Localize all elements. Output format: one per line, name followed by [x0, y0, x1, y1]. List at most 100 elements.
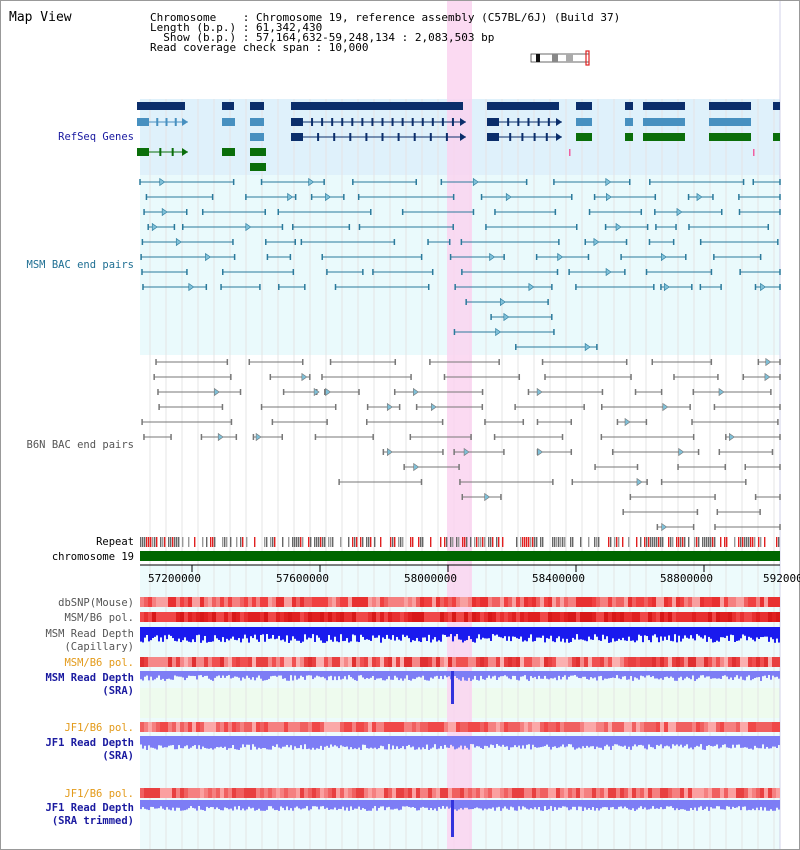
- track-label-b6n-bac[interactable]: B6N BAC end pairs: [26, 439, 134, 451]
- track-label-msm-depth-sra-sub: (SRA): [102, 685, 134, 697]
- msm-capillary-depth-bar: [292, 627, 294, 637]
- jf1-sra-depth-bar: [624, 736, 626, 746]
- msm-sra-depth-bar: [636, 671, 638, 679]
- dbsnp-strip: [720, 597, 724, 607]
- track-label-jf1-pol-1[interactable]: JF1/B6 pol.: [64, 722, 134, 734]
- jf1-sra-trimmed-depth-bar: [404, 800, 406, 807]
- repeat-mark: [492, 537, 494, 547]
- gene: [311, 118, 314, 126]
- msm-pol-strip: [492, 612, 496, 622]
- track-label-refseq[interactable]: RefSeq Genes: [58, 131, 134, 143]
- msm-pol-strip: [544, 612, 548, 622]
- msm-pol-strip: [340, 657, 344, 667]
- msm-capillary-depth-bar: [712, 627, 714, 643]
- dbsnp-strip: [328, 597, 332, 607]
- track-label-jf1-depth[interactable]: JF1 Read Depth: [45, 737, 134, 749]
- dbsnp-strip: [440, 597, 444, 607]
- jf1-pol-strip: [616, 722, 620, 732]
- jf1-pol-strip: [656, 722, 660, 732]
- msm-pol-strip: [312, 612, 316, 622]
- jf1-pol-strip: [604, 722, 608, 732]
- jf1-pol-strip: [344, 722, 348, 732]
- jf1-sra-depth-bar: [412, 736, 414, 747]
- msm-pol-strip: [544, 657, 548, 667]
- track-label-jf1-depth-trimmed[interactable]: JF1 Read Depth: [45, 802, 134, 814]
- jf1-sra-depth-bar: [536, 736, 538, 748]
- track-label-msm-depth-sra[interactable]: MSM Read Depth: [45, 672, 134, 684]
- track-label-jf1-depth-sub: (SRA): [102, 750, 134, 762]
- gene: [171, 148, 174, 156]
- jf1-sra-trimmed-depth-bar: [294, 800, 296, 808]
- gene: [773, 133, 780, 141]
- jf1-sra-trimmed-depth-bar: [244, 800, 246, 811]
- jf1-pol-strip: [696, 788, 700, 798]
- b6n-bac-end-pair: [537, 447, 544, 457]
- jf1-sra-depth-bar: [198, 736, 200, 746]
- msm-pol-strip: [292, 612, 296, 622]
- repeat-mark: [288, 537, 290, 547]
- msm-sra-depth-bar: [142, 671, 144, 681]
- track-label-dbsnp[interactable]: dbSNP(Mouse): [58, 597, 134, 609]
- jf1-sra-trimmed-depth-bar: [252, 800, 254, 808]
- b6n-bac-end-pair: [636, 477, 643, 487]
- msm-capillary-depth-bar: [698, 627, 700, 636]
- jf1-sra-trimmed-depth-bar: [288, 800, 290, 811]
- track-label-msm-pol-1[interactable]: MSM/B6 pol.: [64, 612, 134, 624]
- repeat-mark: [188, 537, 190, 547]
- track-label-jf1-pol-2[interactable]: JF1/B6 pol.: [64, 788, 134, 800]
- dbsnp-strip: [644, 597, 648, 607]
- jf1-sra-trimmed-depth-bar: [620, 800, 622, 807]
- gene: [159, 148, 162, 156]
- axis-tick-label: 59200000: [763, 572, 800, 585]
- jf1-pol-strip: [164, 788, 168, 798]
- jf1-sra-trimmed-depth-bar: [484, 800, 486, 809]
- jf1-sra-trimmed-depth-bar: [682, 800, 684, 810]
- jf1-pol-strip: [444, 788, 448, 798]
- track-label-msm-depth-capillary[interactable]: MSM Read Depth: [45, 628, 134, 640]
- jf1-sra-depth-bar: [264, 736, 266, 749]
- jf1-sra-trimmed-depth-bar: [614, 800, 616, 810]
- repeat-mark: [752, 537, 754, 547]
- msm-sra-depth-bar: [262, 671, 264, 681]
- repeat-mark: [680, 537, 682, 547]
- track-label-msm-bac[interactable]: MSM BAC end pairs: [26, 259, 134, 271]
- jf1-pol-strip: [540, 722, 544, 732]
- jf1-sra-depth-bar: [430, 736, 432, 749]
- msm-sra-depth-bar: [482, 671, 484, 680]
- gene: [147, 148, 149, 156]
- msm-pol-strip: [432, 657, 436, 667]
- jf1-sra-trimmed-depth-bar: [770, 800, 772, 810]
- jf1-sra-trimmed-depth-bar: [398, 800, 400, 811]
- track-label-repeat[interactable]: Repeat: [96, 536, 134, 548]
- jf1-pol-strip: [356, 788, 360, 798]
- jf1-sra-depth-bar: [358, 736, 360, 748]
- msm-sra-depth-bar: [600, 671, 602, 676]
- jf1-sra-trimmed-depth-bar: [610, 800, 612, 808]
- msm-pol-strip: [644, 657, 648, 667]
- msm-capillary-depth-bar: [754, 627, 756, 642]
- jf1-pol-strip: [436, 722, 440, 732]
- jf1-sra-depth-bar: [520, 736, 522, 749]
- msm-sra-depth-bar: [468, 671, 470, 678]
- jf1-pol-strip: [708, 788, 712, 798]
- repeat-mark: [394, 537, 396, 547]
- track-label-chromosome[interactable]: chromosome 19: [51, 551, 134, 563]
- jf1-sra-trimmed-depth-bar: [412, 800, 414, 808]
- jf1-pol-strip: [444, 722, 448, 732]
- jf1-sra-depth-bar: [210, 736, 212, 749]
- msm-sra-depth-bar: [364, 671, 366, 680]
- msm-sra-depth-bar: [490, 671, 492, 679]
- msm-sra-depth-bar: [552, 671, 554, 679]
- jf1-sra-trimmed-depth-bar: [656, 800, 658, 809]
- msm-capillary-depth-bar: [696, 627, 698, 635]
- b6n-bac-end-pair: [729, 432, 735, 442]
- repeat-mark: [302, 537, 304, 547]
- track-label-msm-pol-2[interactable]: MSM/B6 pol.: [64, 657, 134, 669]
- jf1-sra-trimmed-depth-bar: [324, 800, 326, 809]
- msm-capillary-depth-bar: [614, 627, 616, 642]
- jf1-sra-trimmed-depth-bar: [408, 800, 410, 807]
- jf1-pol-strip: [256, 722, 260, 732]
- msm-pol-strip: [512, 612, 516, 622]
- repeat-mark: [152, 537, 154, 547]
